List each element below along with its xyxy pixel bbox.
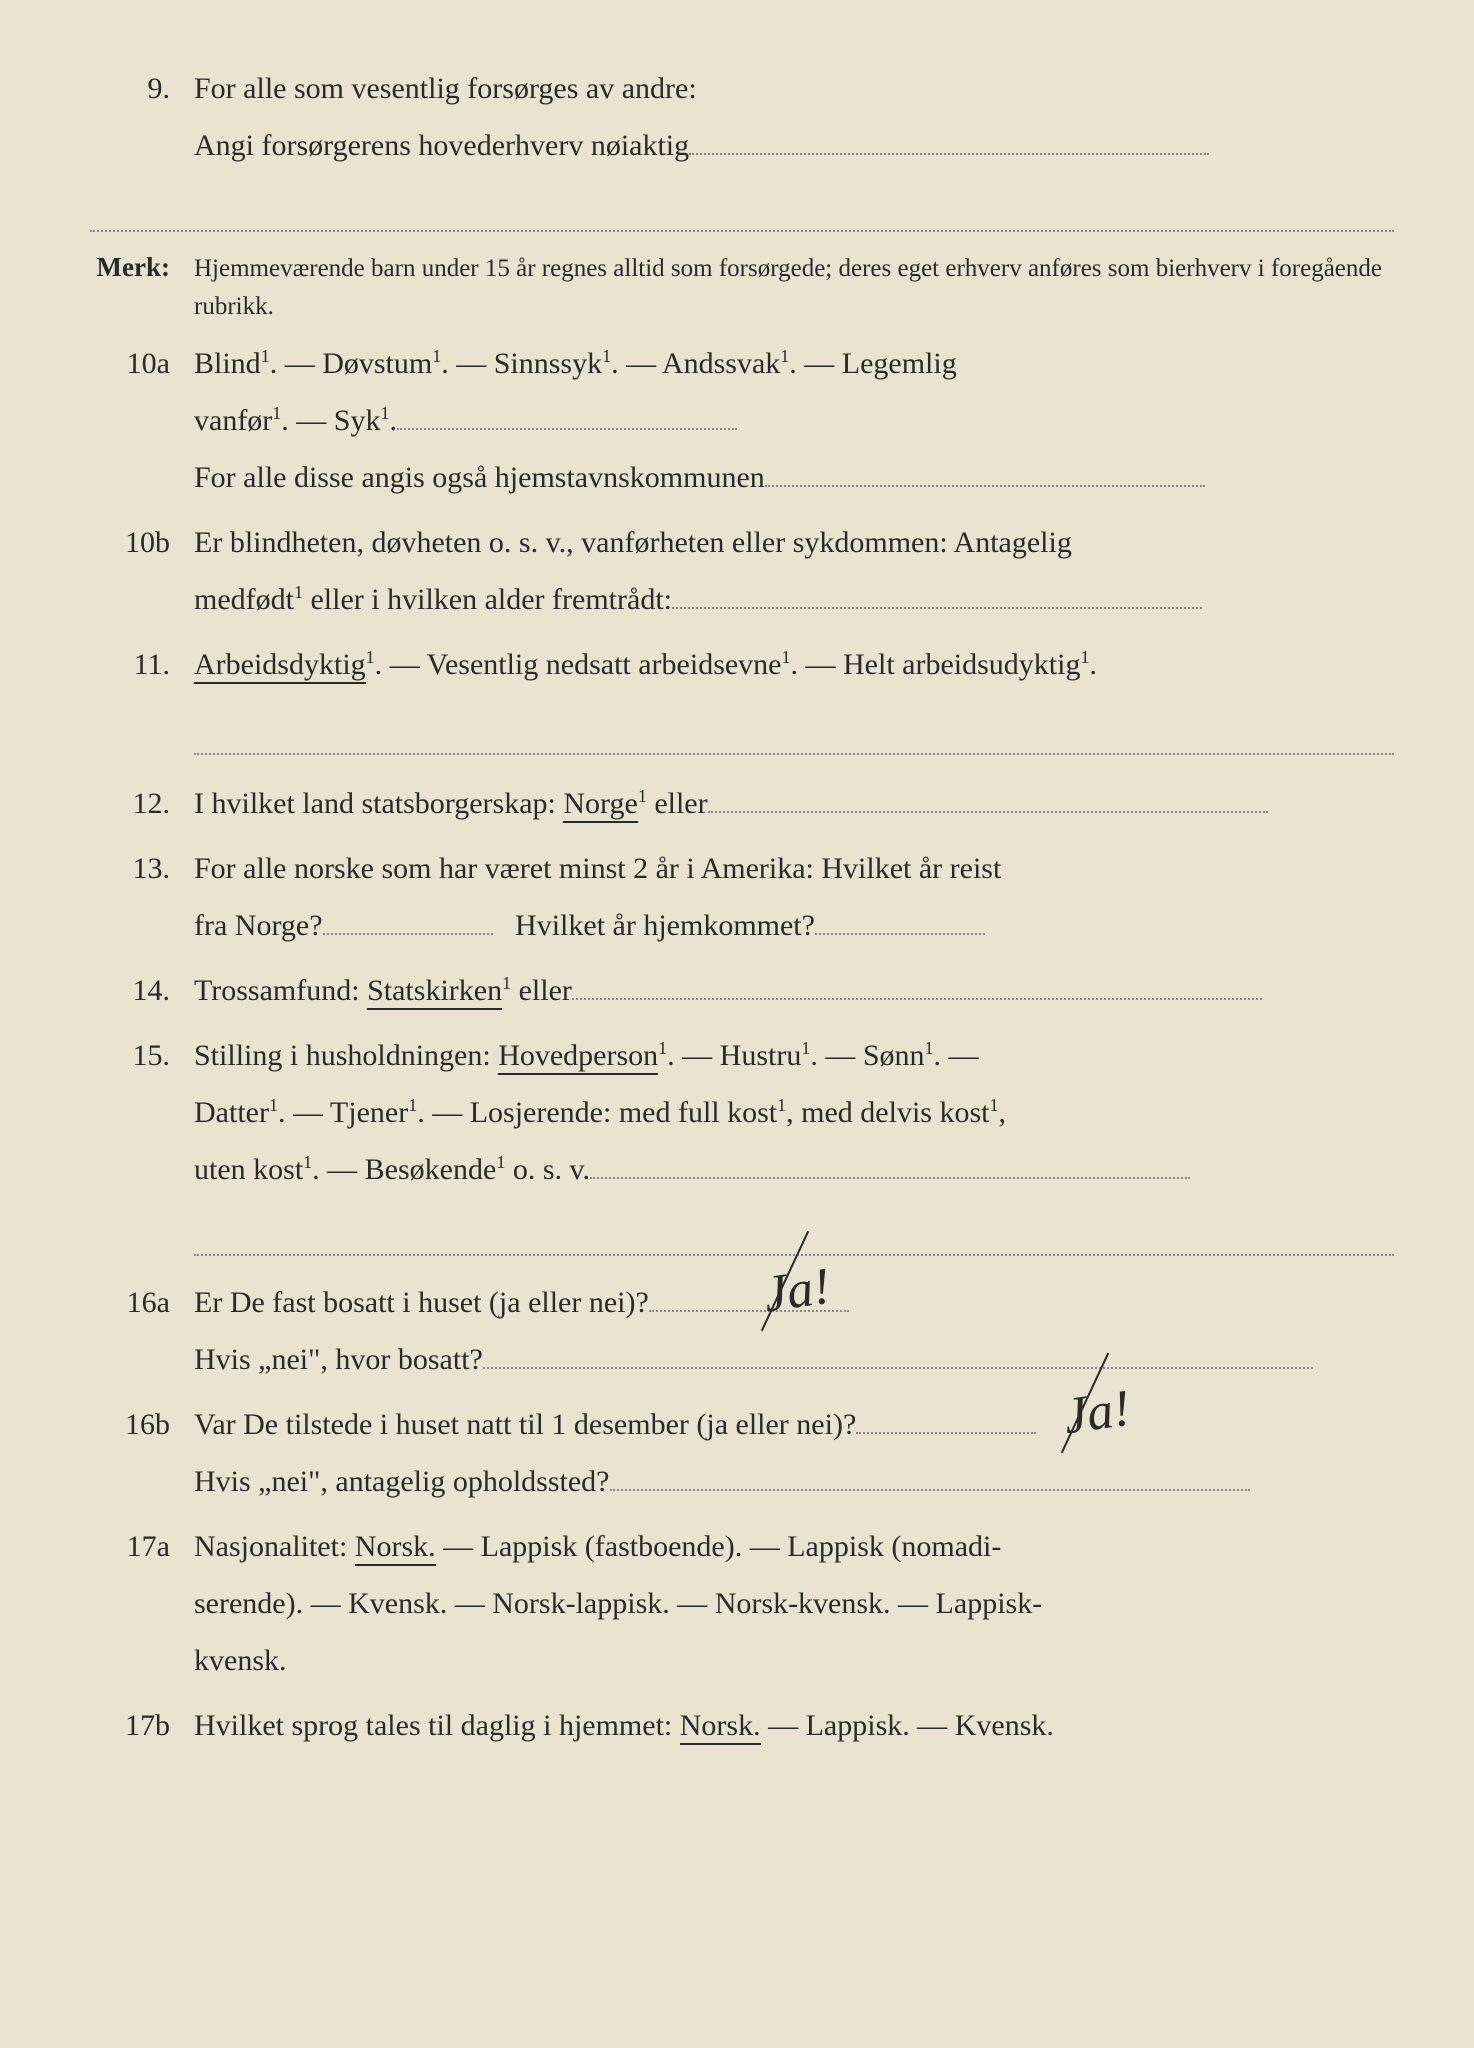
q15-besokende: . — Besøkende: [312, 1153, 496, 1186]
q14-content: Trossamfund: Statskirken1 eller: [194, 962, 1394, 1019]
q13-number: 13.: [90, 852, 194, 886]
census-form-page: 9. For alle som vesentlig forsørges av a…: [0, 0, 1474, 2048]
q17a-l1a: Nasjonalitet:: [194, 1530, 355, 1563]
q12-content: I hvilket land statsborgerskap: Norge1 e…: [194, 775, 1394, 832]
q16a-content: Er De fast bosatt i huset (ja eller nei)…: [194, 1274, 1394, 1388]
q17b-norsk: Norsk.: [680, 1709, 761, 1745]
q9-line1: For alle som vesentlig forsørges av andr…: [194, 72, 697, 105]
q10a-legemlig: . — Legemlig: [789, 347, 956, 380]
question-9: 9. For alle som vesentlig forsørges av a…: [90, 60, 1394, 232]
question-17b: 17b Hvilket sprog tales til daglig i hje…: [90, 1697, 1394, 1754]
q15-delviskost: , med delvis kost: [786, 1096, 989, 1129]
q10b-medfodt: medfødt: [194, 583, 294, 616]
question-15: 15. Stilling i husholdningen: Hovedperso…: [90, 1027, 1394, 1256]
q17a-content: Nasjonalitet: Norsk. — Lappisk (fastboen…: [194, 1518, 1394, 1689]
q10a-dot: .: [389, 404, 397, 437]
q12-norge: Norge: [563, 787, 637, 823]
q13-line1: For alle norske som har været minst 2 år…: [194, 852, 1001, 885]
q17b-text1: Hvilket sprog tales til daglig i hjemmet…: [194, 1709, 680, 1742]
q15-tjener: . — Tjener: [278, 1096, 408, 1129]
q10b-number: 10b: [90, 526, 194, 560]
q15-osv: o. s. v.: [505, 1153, 590, 1186]
question-10b: 10b Er blindheten, døvheten o. s. v., va…: [90, 514, 1394, 628]
question-10a: 10a Blind1. — Døvstum1. — Sinnssyk1. — A…: [90, 335, 1394, 506]
merk-label: Merk:: [90, 252, 194, 283]
q10a-content: Blind1. — Døvstum1. — Sinnssyk1. — Andss…: [194, 335, 1394, 506]
question-17a: 17a Nasjonalitet: Norsk. — Lappisk (fast…: [90, 1518, 1394, 1689]
q17a-norsk: Norsk.: [355, 1530, 436, 1566]
q11-dot: .: [1089, 648, 1097, 681]
question-16b: 16b Var De tilstede i huset natt til 1 d…: [90, 1396, 1394, 1510]
q10a-sinnssyk: . — Sinnssyk: [441, 347, 602, 380]
q15-sonn: . — Sønn: [810, 1039, 924, 1072]
q10b-line1: Er blindheten, døvheten o. s. v., vanfør…: [194, 526, 1072, 559]
merk-note: Merk: Hjemmeværende barn under 15 år reg…: [90, 250, 1394, 325]
question-14: 14. Trossamfund: Statskirken1 eller: [90, 962, 1394, 1019]
q10a-line3: For alle disse angis også hjemstavnskomm…: [194, 461, 765, 494]
q17a-l3: kvensk.: [194, 1644, 287, 1677]
q11-udyktig: . — Helt arbeidsudyktig: [791, 648, 1081, 681]
q11-content: Arbeidsdyktig1. — Vesentlig nedsatt arbe…: [194, 636, 1394, 755]
q13-line2b: Hvilket år hjemkommet?: [515, 909, 815, 942]
q9-content: For alle som vesentlig forsørges av andr…: [194, 60, 1394, 232]
q10b-content: Er blindheten, døvheten o. s. v., vanfør…: [194, 514, 1394, 628]
question-13: 13. For alle norske som har været minst …: [90, 840, 1394, 954]
q13-content: For alle norske som har været minst 2 år…: [194, 840, 1394, 954]
q14-statskirken: Statskirken: [367, 974, 502, 1010]
q15-l2e: ,: [998, 1096, 1006, 1129]
q13-line2a: fra Norge?: [194, 909, 323, 942]
q10a-number: 10a: [90, 347, 194, 381]
q16a-line1: Er De fast bosatt i huset (ja eller nei)…: [194, 1286, 649, 1319]
q16a-line2: Hvis „nei", hvor bosatt?: [194, 1343, 483, 1376]
q14-eller: eller: [511, 974, 572, 1007]
q15-content: Stilling i husholdningen: Hovedperson1. …: [194, 1027, 1394, 1256]
q17a-l1b: — Lappisk (fastboende). — Lappisk (nomad…: [436, 1530, 1002, 1563]
q15-utenkost: uten kost: [194, 1153, 303, 1186]
q12-eller: eller: [647, 787, 708, 820]
q10a-vanfor: vanfør: [194, 404, 272, 437]
q14-number: 14.: [90, 974, 194, 1008]
q11-arbeidsdyktig: Arbeidsdyktig: [194, 648, 366, 684]
q17b-text2: — Lappisk. — Kvensk.: [761, 1709, 1054, 1742]
q12-number: 12.: [90, 787, 194, 821]
q10b-line2b: eller i hvilken alder fremtrådt:: [303, 583, 672, 616]
question-16a: 16a Er De fast bosatt i huset (ja eller …: [90, 1274, 1394, 1388]
q10a-andssvak: . — Andssvak: [611, 347, 780, 380]
q16b-line2: Hvis „nei", antagelig opholdssted?: [194, 1465, 610, 1498]
q16b-content: Var De tilstede i huset natt til 1 desem…: [194, 1396, 1394, 1510]
q12-text1: I hvilket land statsborgerskap:: [194, 787, 563, 820]
q9-number: 9.: [90, 72, 194, 106]
q17a-l2: serende). — Kvensk. — Norsk-lappisk. — N…: [194, 1587, 1042, 1620]
q17b-content: Hvilket sprog tales til daglig i hjemmet…: [194, 1697, 1394, 1754]
q11-nedsatt: . — Vesentlig nedsatt arbeidsevne: [375, 648, 782, 681]
q11-number: 11.: [90, 648, 194, 682]
q10a-dovstum: . — Døvstum: [270, 347, 433, 380]
merk-text: Hjemmeværende barn under 15 år regnes al…: [194, 250, 1394, 325]
q15-l1a: Stilling i husholdningen:: [194, 1039, 498, 1072]
q15-number: 15.: [90, 1039, 194, 1073]
question-12: 12. I hvilket land statsborgerskap: Norg…: [90, 775, 1394, 832]
q15-fullkost: . — Losjerende: med full kost: [417, 1096, 777, 1129]
q10a-syk: . — Syk: [281, 404, 380, 437]
q16b-number: 16b: [90, 1408, 194, 1442]
q15-datter: Datter: [194, 1096, 269, 1129]
q15-hovedperson: Hovedperson: [498, 1039, 658, 1075]
q17b-number: 17b: [90, 1709, 194, 1743]
q15-hustru: . — Hustru: [667, 1039, 801, 1072]
q10a-blind: Blind: [194, 347, 261, 380]
q16a-number: 16a: [90, 1286, 194, 1320]
q16b-line1: Var De tilstede i huset natt til 1 desem…: [194, 1408, 856, 1441]
q9-line2: Angi forsørgerens hovederhverv nøiaktig: [194, 129, 689, 162]
q15-l1d: . —: [934, 1039, 979, 1072]
question-11: 11. Arbeidsdyktig1. — Vesentlig nedsatt …: [90, 636, 1394, 755]
q17a-number: 17a: [90, 1530, 194, 1564]
q14-text1: Trossamfund:: [194, 974, 367, 1007]
